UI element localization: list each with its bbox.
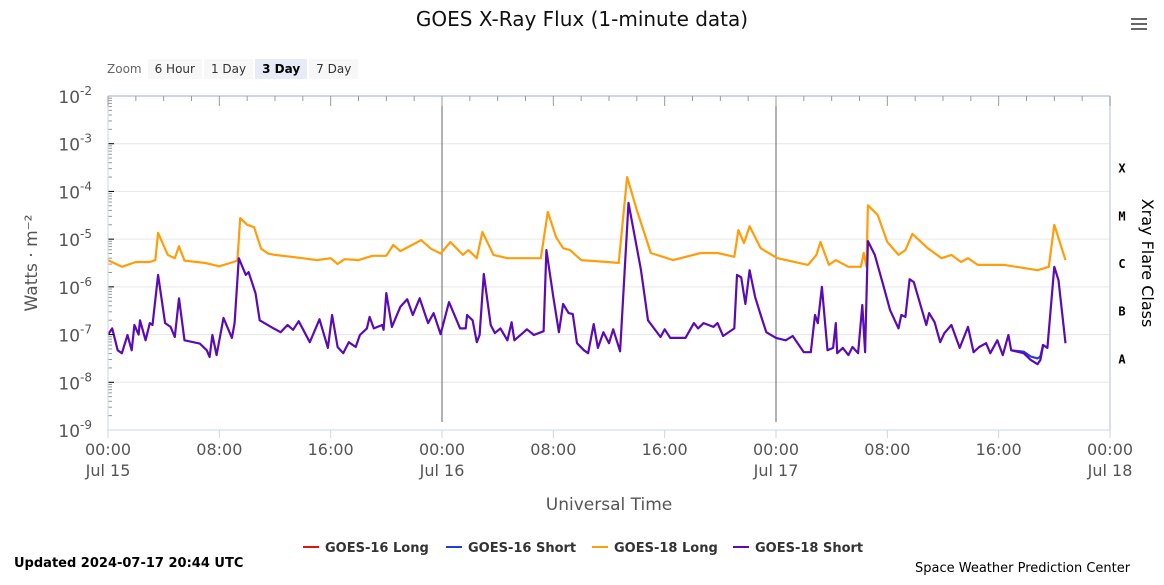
y2-axis-title: Xray Flare Class xyxy=(1138,199,1157,328)
legend-item[interactable]: GOES-16 Short xyxy=(446,541,576,556)
hamburger-menu-icon[interactable] xyxy=(1131,15,1147,33)
legend-label: GOES-16 Short xyxy=(468,541,576,556)
updated-timestamp: Updated 2024-07-17 20:44 UTC xyxy=(14,556,244,571)
chart-title: GOES X-Ray Flux (1-minute data) xyxy=(416,7,748,31)
x-tick-time-label: 08:00 xyxy=(196,440,242,459)
y-tick-label: 10-8 xyxy=(58,370,92,394)
legend-label: GOES-18 Short xyxy=(755,541,863,556)
series-goes-18-short xyxy=(107,201,1067,366)
legend-item[interactable]: GOES-16 Long xyxy=(303,541,429,556)
x-tick-time-label: 08:00 xyxy=(530,440,576,459)
zoom-1-day-button[interactable]: 1 Day xyxy=(203,59,254,79)
legend-item[interactable]: GOES-18 Short xyxy=(733,541,863,556)
legend-label: GOES-18 Long xyxy=(614,541,718,556)
y-tick-label: 10-2 xyxy=(58,84,92,108)
x-tick-date-label: Jul 15 xyxy=(85,461,131,480)
x-tick-date-label: Jul 16 xyxy=(419,461,465,480)
x-tick-time-label: 00:00 xyxy=(85,440,131,459)
legend-item[interactable]: GOES-18 Long xyxy=(592,541,718,556)
x-tick-time-label: 08:00 xyxy=(864,440,910,459)
series-goes-18-long xyxy=(107,176,1067,272)
y-tick-label: 10-3 xyxy=(58,132,92,156)
y-tick-label: 10-5 xyxy=(58,227,92,251)
y-tick-label: 10-6 xyxy=(58,275,92,299)
x-tick-date-label: Jul 18 xyxy=(1087,461,1133,480)
flare-class-label: M xyxy=(1118,209,1125,223)
x-tick-time-label: 16:00 xyxy=(308,440,354,459)
x-tick-time-label: 16:00 xyxy=(642,440,688,459)
y-tick-label: 10-7 xyxy=(58,323,92,347)
flare-class-label: B xyxy=(1118,305,1125,319)
y-tick-label: 10-4 xyxy=(58,179,92,203)
zoom-6-hour-button[interactable]: 6 Hour xyxy=(147,59,202,79)
flare-class-label: X xyxy=(1118,162,1126,176)
flare-class-label: A xyxy=(1118,352,1126,366)
x-tick-time-label: 00:00 xyxy=(753,440,799,459)
zoom-selector: Zoom 6 Hour 1 Day 3 Day 7 Day xyxy=(107,59,360,79)
x-tick-time-label: 00:00 xyxy=(419,440,465,459)
credit-text: Space Weather Prediction Center xyxy=(915,561,1131,576)
zoom-label: Zoom xyxy=(107,62,142,76)
zoom-7-day-button[interactable]: 7 Day xyxy=(309,59,359,79)
x-tick-date-label: Jul 17 xyxy=(753,461,799,480)
x-tick-time-label: 16:00 xyxy=(976,440,1022,459)
x-tick-time-label: 00:00 xyxy=(1087,440,1133,459)
zoom-3-day-button[interactable]: 3 Day xyxy=(255,59,308,79)
x-axis-title: Universal Time xyxy=(546,495,672,515)
legend-label: GOES-16 Long xyxy=(325,541,429,556)
y-tick-label: 10-9 xyxy=(58,418,92,442)
flare-class-label: C xyxy=(1118,257,1125,271)
y-axis-title: Watts · m⁻² xyxy=(22,215,42,312)
legend: GOES-16 Long GOES-16 Short GOES-18 Long GOE… xyxy=(303,541,863,556)
